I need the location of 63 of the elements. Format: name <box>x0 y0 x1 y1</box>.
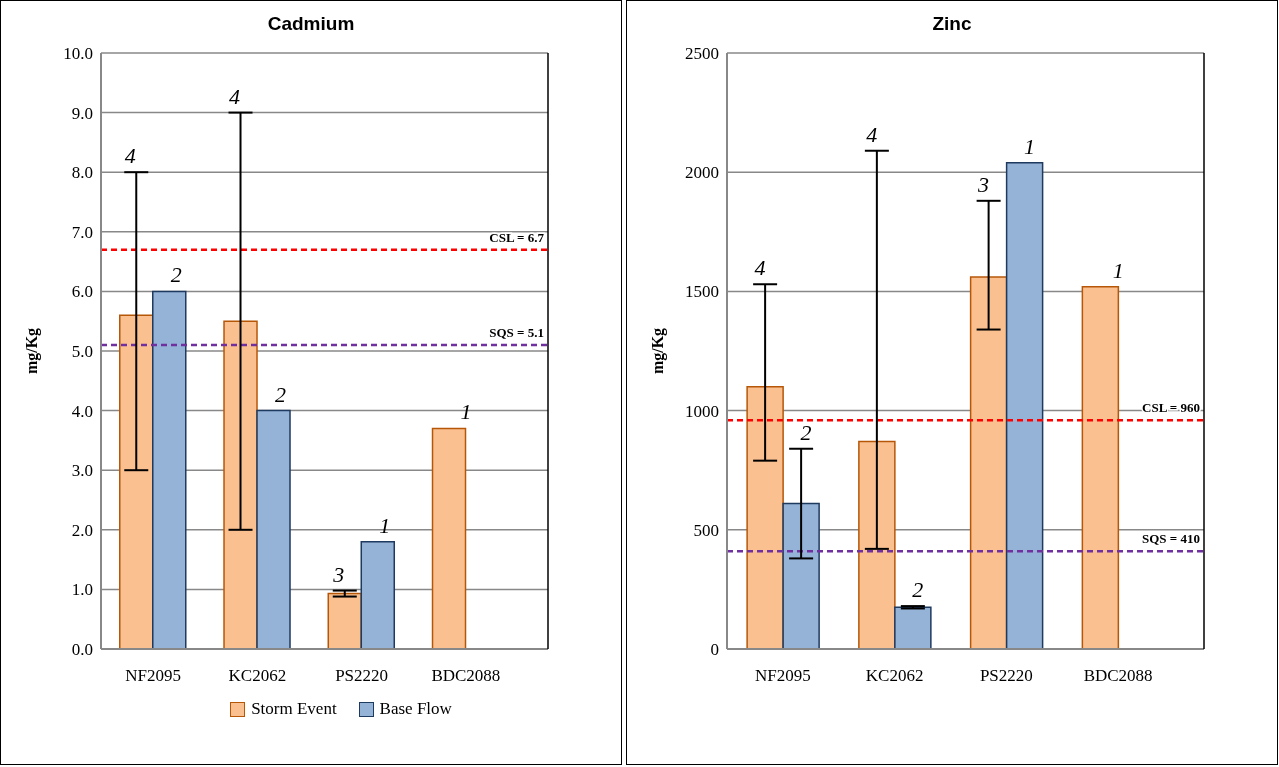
annotation: 3 <box>976 171 989 197</box>
x-tick-label: BDC2088 <box>1083 666 1153 686</box>
y-tick-label: 2.0 <box>71 520 93 540</box>
x-tick-label: KC2062 <box>865 666 924 686</box>
x-tick-label: PS2220 <box>979 666 1033 686</box>
bar <box>119 314 154 649</box>
annotation: 1 <box>460 399 472 425</box>
legend-label: Storm Event <box>250 699 337 719</box>
annotation: 3 <box>332 561 345 587</box>
y-tick-label: 3.0 <box>71 461 93 481</box>
ref-line-label: CSL = 6.7 <box>489 229 545 245</box>
bar <box>858 440 896 649</box>
y-tick-label: 500 <box>693 520 719 540</box>
y-axis-title: mg/Kg <box>22 327 41 375</box>
annotation: 4 <box>754 255 766 281</box>
annotation: 1 <box>379 512 391 538</box>
y-tick-label: 1500 <box>685 282 719 302</box>
x-tick-label: NF2095 <box>755 666 811 686</box>
bar <box>1005 161 1044 649</box>
x-tick-label: KC2062 <box>228 666 287 686</box>
ref-line-label: SQS = 410 <box>1142 531 1200 547</box>
x-tick-label: NF2095 <box>125 666 181 686</box>
bar <box>360 540 396 649</box>
chart-title: Cadmium <box>266 13 356 36</box>
y-tick-label: 0 <box>710 640 719 660</box>
bar <box>431 427 467 649</box>
annotation: 2 <box>800 419 812 445</box>
bar <box>1081 285 1120 649</box>
y-tick-label: 1000 <box>685 401 719 421</box>
bar <box>256 409 291 649</box>
legend-label: Base Flow <box>378 699 452 719</box>
bar <box>969 276 1008 649</box>
bar <box>746 386 784 649</box>
annotation: 4 <box>866 121 878 147</box>
y-tick-label: 2500 <box>685 44 719 64</box>
y-tick-label: 8.0 <box>71 163 93 183</box>
bar <box>327 592 363 649</box>
y-tick-label: 6.0 <box>71 282 93 302</box>
annotation: 2 <box>912 577 924 603</box>
annotation: 1 <box>1023 133 1035 159</box>
y-tick-label: 9.0 <box>71 103 93 123</box>
annotation: 2 <box>170 262 182 288</box>
bar <box>223 320 258 649</box>
y-tick-label: 5.0 <box>71 342 93 362</box>
y-tick-label: 10.0 <box>63 44 93 64</box>
annotation: 4 <box>228 83 240 109</box>
bar <box>782 502 820 649</box>
annotation: 4 <box>124 143 136 169</box>
x-tick-label: PS2220 <box>335 666 389 686</box>
y-tick-label: 1.0 <box>71 580 93 600</box>
bar <box>894 606 932 649</box>
x-tick-label: BDC2088 <box>431 666 501 686</box>
y-tick-label: 4.0 <box>71 401 93 421</box>
ref-line-label: CSL = 960 <box>1142 400 1200 416</box>
y-tick-label: 7.0 <box>71 222 93 242</box>
chart-title: Zinc <box>931 13 973 36</box>
y-tick-label: 0.0 <box>71 640 93 660</box>
ref-line-label: SQS = 5.1 <box>489 325 544 341</box>
bar <box>152 290 187 649</box>
annotation: 1 <box>1112 257 1124 283</box>
y-tick-label: 2000 <box>685 163 719 183</box>
annotation: 2 <box>274 381 286 407</box>
y-axis-title: mg/Kg <box>648 327 667 375</box>
